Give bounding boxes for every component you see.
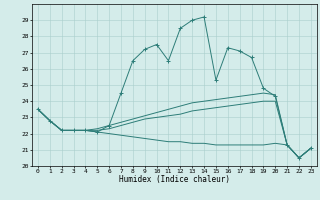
X-axis label: Humidex (Indice chaleur): Humidex (Indice chaleur) — [119, 175, 230, 184]
